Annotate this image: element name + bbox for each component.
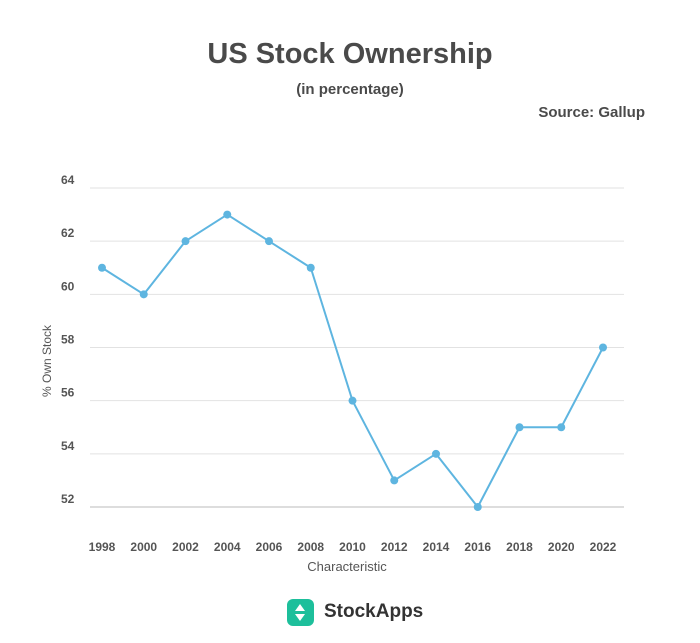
- x-axis-ticks: 1998 2000 2002 2004 2006 2008 2010 2012 2014 2016…: [89, 540, 617, 554]
- x-tick-label: 2002: [172, 540, 199, 554]
- y-tick-label: 62: [61, 226, 75, 240]
- y-tick-label: 52: [61, 492, 75, 506]
- y-axis-label: % Own Stock: [40, 324, 54, 397]
- data-point: [181, 237, 190, 246]
- data-point: [265, 237, 273, 246]
- data-point: [599, 343, 607, 352]
- x-tick-label: 2000: [130, 540, 157, 554]
- y-axis-ticks: 52 54 56 58 60 62 64: [61, 173, 75, 506]
- y-tick-label: 56: [61, 386, 75, 400]
- chart-subtitle: (in percentage): [296, 81, 404, 98]
- x-tick-label: 2012: [381, 540, 408, 554]
- data-point: [306, 263, 315, 272]
- y-tick-label: 54: [61, 439, 75, 453]
- data-point: [348, 396, 357, 405]
- y-tick-label: 58: [61, 333, 75, 347]
- data-point: [139, 290, 148, 299]
- y-tick-label: 60: [61, 279, 75, 293]
- y-tick-label: 64: [61, 173, 75, 187]
- data-point: [432, 449, 440, 458]
- chart-title: US Stock Ownership: [207, 38, 493, 70]
- data-point: [557, 423, 566, 432]
- data-point: [223, 210, 232, 219]
- x-tick-label: 2020: [548, 540, 575, 554]
- gridlines: [90, 187, 624, 508]
- up-down-arrows-icon: [287, 598, 314, 626]
- data-point: [98, 263, 106, 272]
- x-tick-label: 2022: [590, 540, 617, 554]
- data-point: [515, 423, 524, 432]
- x-tick-label: 2004: [214, 540, 241, 554]
- x-tick-label: 2008: [297, 540, 324, 554]
- source-label: Source: Gallup: [538, 104, 645, 121]
- x-tick-label: 2006: [256, 540, 283, 554]
- data-point: [390, 476, 399, 485]
- x-tick-label: 2014: [423, 540, 450, 554]
- series-line: [101, 213, 604, 508]
- x-tick-label: 2016: [464, 540, 491, 554]
- x-axis-label: Characteristic: [307, 559, 387, 574]
- x-tick-label: 1998: [89, 540, 116, 554]
- x-tick-label: 2018: [506, 540, 533, 554]
- brand-name: StockApps: [324, 601, 424, 622]
- x-tick-label: 2010: [339, 540, 366, 554]
- series-layer: [98, 210, 607, 511]
- stockapps-logo: StockApps: [287, 598, 423, 626]
- data-point: [473, 503, 482, 511]
